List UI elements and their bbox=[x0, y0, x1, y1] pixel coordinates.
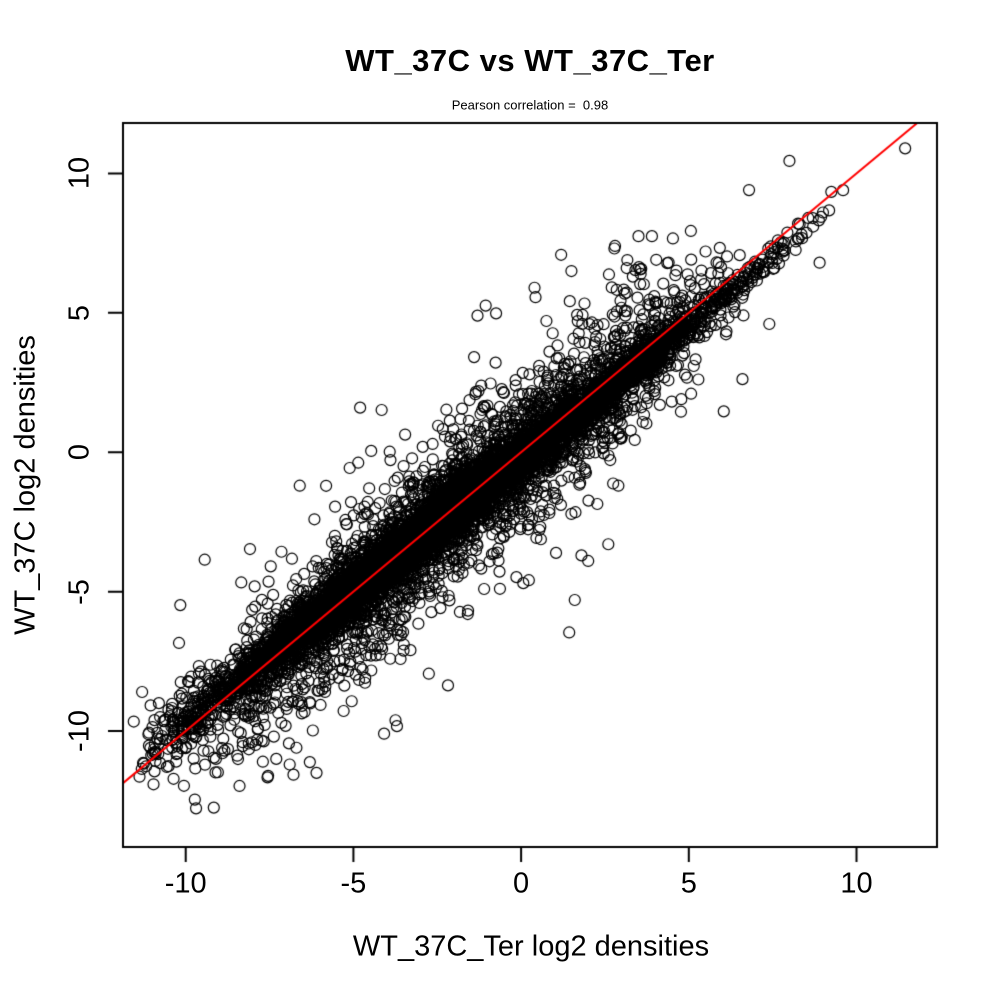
y-tick-label: -10 bbox=[63, 710, 96, 752]
chart-title: WT_37C vs WT_37C_Ter bbox=[345, 43, 715, 78]
y-axis-label: WT_37C log2 densities bbox=[9, 335, 42, 635]
x-tick-label: -5 bbox=[340, 867, 367, 900]
y-tick-label: 10 bbox=[63, 157, 96, 190]
x-tick-label: 5 bbox=[680, 867, 697, 900]
x-axis-label: WT_37C_Ter log2 densities bbox=[352, 930, 710, 963]
y-tick-label: 0 bbox=[63, 444, 96, 461]
x-tick-label: -10 bbox=[164, 867, 207, 900]
correlation-annotation: Pearson correlation = 0.98 bbox=[451, 97, 609, 113]
y-tick-label: 5 bbox=[63, 304, 96, 321]
x-tick-label: 0 bbox=[513, 867, 530, 900]
y-tick-label: -5 bbox=[63, 578, 96, 605]
x-tick-label: 10 bbox=[840, 867, 873, 900]
